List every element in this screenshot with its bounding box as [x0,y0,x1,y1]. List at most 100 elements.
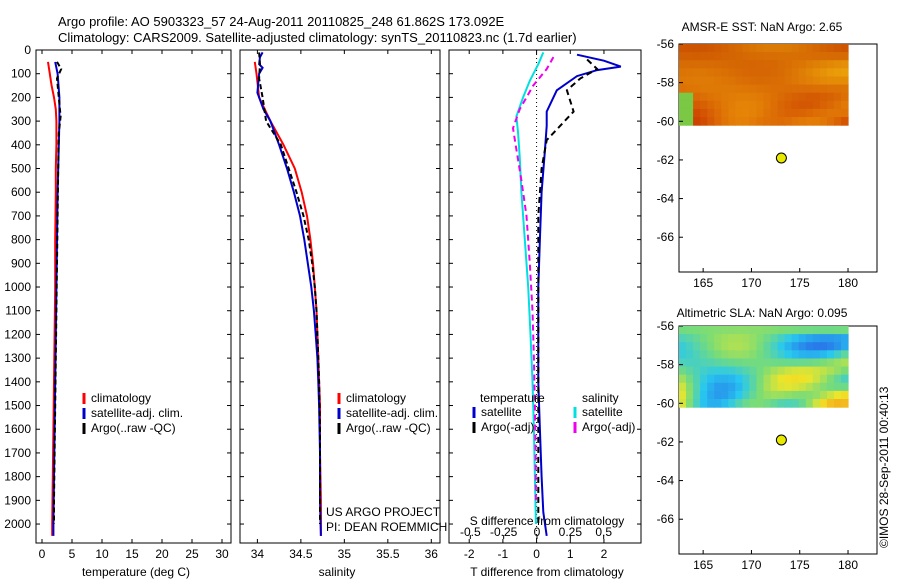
map-cell [686,68,694,77]
map-y-tick-label: -58 [657,76,675,90]
map-cell [700,358,708,368]
map-cell [749,68,757,77]
map-cell [819,60,828,69]
map-cell [693,117,701,126]
map-cell [805,342,814,351]
credit-project: US ARGO PROJECT [326,505,441,519]
map-cell [791,382,800,392]
map-cell [714,52,722,61]
map-cell [826,60,835,69]
map-cell [756,68,765,77]
map-cell [763,390,772,400]
map-cell [784,374,793,384]
map-cell [679,390,687,400]
map-cell [777,399,786,408]
map-cell [679,358,687,368]
map-cell [693,100,701,110]
map-y-tick-label: -66 [657,230,675,244]
map-cell [791,92,800,102]
map-cell [841,100,849,110]
series-line-satellite [515,52,545,525]
map-cell [707,382,715,392]
map-cell [728,334,736,343]
map-cell [819,382,828,392]
temperature-x-axis-label: temperature (deg C) [82,565,190,579]
map-cell [721,374,729,384]
map-cell [714,100,722,110]
map-cell [763,334,772,343]
map-cell [686,374,694,384]
map-cell [784,76,793,86]
map-cell [770,399,779,408]
map-cell [826,326,835,335]
map-cell [686,358,694,368]
map-cell [735,342,743,351]
map-cell [707,350,715,359]
map-cell [735,108,743,118]
map-cell [791,358,800,368]
map-y-tick-label: -64 [657,192,675,206]
legend-header: salinity [582,391,619,405]
map-cell [833,334,842,343]
map-cell [833,84,842,94]
difference-panel: -2 -1 0 1 2 -0.5 -0.25 0 0.25 0.5 temperature salin… [448,49,642,579]
map-cell [819,44,828,53]
map-cell [714,84,722,94]
map-cell [707,68,715,77]
map-y-tick-label: -56 [657,319,675,333]
map-cell [826,100,835,110]
map-cell [826,358,835,368]
map-cell [770,100,779,110]
map-cell [770,342,779,351]
map-cell [686,117,694,126]
x-tick-label: 5 [69,547,76,561]
map-cell [791,68,800,77]
x-tick-label: 2 [601,547,608,561]
map-cell [812,334,821,343]
map-cell [700,342,708,351]
map-cell [707,108,715,118]
y-tick-label: 200 [11,90,31,104]
map-cell [841,84,849,94]
map-cell [714,92,722,102]
sla-map-panel: Altimetric SLA: NaN Argo: 0.095 165 170 17… [657,306,878,572]
map-cell [693,390,701,400]
x-tick-label: 25 [185,547,199,561]
map-cell [798,76,807,86]
map-cell [679,350,687,359]
legend-entry: satellite-adj. clim. [346,406,438,420]
map-cell [721,68,729,77]
header-line-1: Argo profile: AO 5903323_57 24-Aug-2011 … [58,14,505,29]
map-cell [686,84,694,94]
map-cell [784,117,793,126]
map-cell [798,84,807,94]
map-cell [728,68,736,77]
map-cell [742,350,750,359]
map-cell [826,117,835,126]
map-cell [791,52,800,61]
map-cell [700,390,708,400]
map-cell [763,342,772,351]
map-cell [777,390,786,400]
series-line-argo--adj- [537,58,599,524]
map-cell [756,326,765,335]
sla-map-area: 165 170 175 180 -56 -58 -60 -62 -64 -66 [657,319,878,572]
map-cell [714,358,722,368]
x-tick-label: 34.5 [289,547,313,561]
y-tick-label: 1200 [4,327,31,341]
map-cell [826,334,835,343]
x-tick-label: -2 [464,547,475,561]
map-cell [756,382,765,392]
argo-position-marker [775,152,787,164]
x-tick-label: 10 [95,547,109,561]
secondary-x-tick-label: 0.25 [559,525,583,539]
map-cell [819,76,828,86]
map-cell [679,374,687,384]
plot-frame [448,49,642,544]
map-cell [693,52,701,61]
map-cell [812,326,821,335]
map-cell [805,84,814,94]
map-cell [686,326,694,335]
map-cell [735,117,743,126]
map-cell [749,117,757,126]
